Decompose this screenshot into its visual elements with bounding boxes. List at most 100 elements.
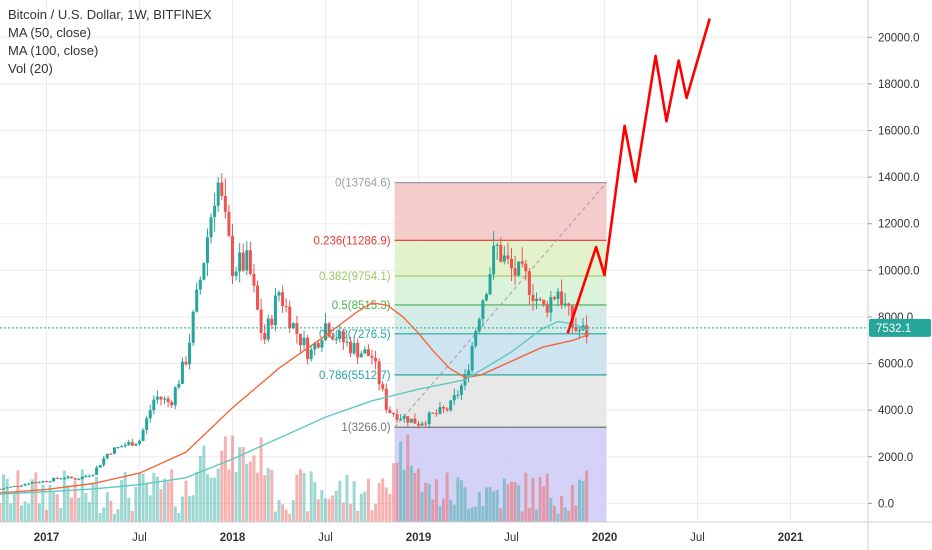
y-tick-label: 20000.0 bbox=[878, 32, 920, 44]
volume-bar bbox=[73, 480, 77, 522]
candle-body bbox=[352, 342, 356, 354]
fib-zone-volume bbox=[394, 427, 607, 522]
candle-body bbox=[474, 331, 478, 347]
candle-body bbox=[120, 446, 124, 448]
volume-bar bbox=[84, 492, 88, 522]
volume-bar bbox=[488, 486, 492, 522]
candle-body bbox=[484, 294, 488, 301]
volume-bar bbox=[384, 487, 388, 522]
candle-body bbox=[370, 355, 374, 358]
volume-bar bbox=[517, 485, 521, 522]
y-tick-label: 14000.0 bbox=[878, 172, 920, 184]
candle-body bbox=[234, 271, 238, 277]
candle-body bbox=[116, 446, 120, 448]
candle-body bbox=[202, 262, 206, 280]
volume-bar bbox=[409, 465, 413, 522]
volume-bar bbox=[574, 505, 578, 522]
candle-body bbox=[184, 361, 188, 365]
candle-body bbox=[563, 303, 567, 305]
fib-label-0.236: 0.236(11286.9) bbox=[313, 235, 390, 247]
volume-bar bbox=[438, 506, 442, 522]
y-tick-label: 4000.0 bbox=[878, 405, 913, 417]
volume-bar bbox=[23, 501, 27, 522]
legend-ma100[interactable]: MA (100, close) bbox=[8, 43, 99, 58]
candle-body bbox=[363, 349, 367, 354]
candle-body bbox=[80, 476, 84, 480]
candle-body bbox=[52, 477, 56, 482]
candle-body bbox=[70, 476, 74, 479]
candle-body bbox=[281, 292, 285, 307]
candle-body bbox=[384, 388, 388, 410]
volume-bar bbox=[87, 502, 91, 522]
volume-bar bbox=[352, 481, 356, 522]
volume-bar bbox=[48, 484, 52, 522]
volume-bar bbox=[320, 490, 324, 522]
legend-ma50[interactable]: MA (50, close) bbox=[8, 25, 92, 40]
volume-bar bbox=[188, 496, 192, 522]
volume-bar bbox=[209, 477, 213, 522]
candle-body bbox=[313, 343, 317, 350]
volume-bar bbox=[424, 482, 428, 522]
x-tick-label: Jul bbox=[690, 532, 705, 544]
candle-body bbox=[73, 478, 77, 480]
volume-bar bbox=[524, 472, 528, 522]
candle-body bbox=[413, 418, 417, 424]
volume-bar bbox=[273, 511, 277, 522]
volume-bar bbox=[95, 476, 99, 522]
volume-bar bbox=[370, 510, 374, 522]
candle-body bbox=[223, 196, 227, 212]
projection-drawing[interactable] bbox=[566, 18, 711, 334]
candle-body bbox=[295, 323, 299, 334]
volume-bar bbox=[520, 511, 524, 522]
candle-body bbox=[359, 353, 363, 358]
volume-bar bbox=[470, 507, 474, 522]
volume-bar bbox=[309, 471, 313, 522]
volume-bar bbox=[467, 508, 471, 522]
candle-body bbox=[227, 211, 231, 236]
candle-body bbox=[138, 440, 141, 444]
candle-body bbox=[585, 325, 589, 338]
volume-bar bbox=[366, 478, 370, 522]
candle-body bbox=[163, 398, 167, 400]
volume-bar bbox=[284, 509, 288, 522]
candle-body bbox=[191, 311, 195, 343]
candle-body bbox=[5, 487, 9, 489]
volume-bar bbox=[531, 477, 535, 522]
candle-body bbox=[316, 343, 320, 348]
volume-bar bbox=[345, 475, 349, 522]
x-tick-label: 2019 bbox=[406, 532, 432, 544]
candle-body bbox=[467, 370, 471, 375]
candle-body bbox=[213, 205, 217, 218]
candle-body bbox=[34, 482, 38, 484]
volume-bar bbox=[148, 495, 152, 522]
candle-body bbox=[327, 323, 331, 337]
volume-bar bbox=[381, 478, 385, 522]
volume-bar bbox=[252, 455, 256, 522]
candle-body bbox=[388, 409, 392, 413]
candle-body bbox=[545, 304, 549, 313]
candle-body bbox=[91, 474, 95, 476]
volume-bar bbox=[12, 492, 16, 522]
volume-bar bbox=[570, 485, 574, 522]
volume-bar bbox=[0, 503, 2, 522]
volume-bar bbox=[331, 495, 335, 522]
candle-body bbox=[77, 479, 81, 481]
volume-bar bbox=[266, 468, 270, 522]
volume-bar bbox=[145, 483, 149, 522]
volume-bar bbox=[484, 487, 488, 522]
candle-body bbox=[535, 298, 539, 301]
candle-body bbox=[320, 340, 324, 348]
volume-bar bbox=[281, 504, 285, 522]
volume-bar bbox=[245, 463, 249, 522]
fib-label-1: 1(3266.0) bbox=[341, 422, 390, 434]
fib-label-0: 0(13764.6) bbox=[335, 178, 391, 190]
volume-bar bbox=[270, 470, 274, 522]
grid bbox=[0, 0, 868, 522]
volume-bar bbox=[41, 484, 45, 522]
legend-volume[interactable]: Vol (20) bbox=[8, 61, 53, 76]
volume-bar bbox=[134, 486, 138, 522]
volume-bar bbox=[399, 441, 403, 522]
candle-body bbox=[241, 252, 245, 271]
